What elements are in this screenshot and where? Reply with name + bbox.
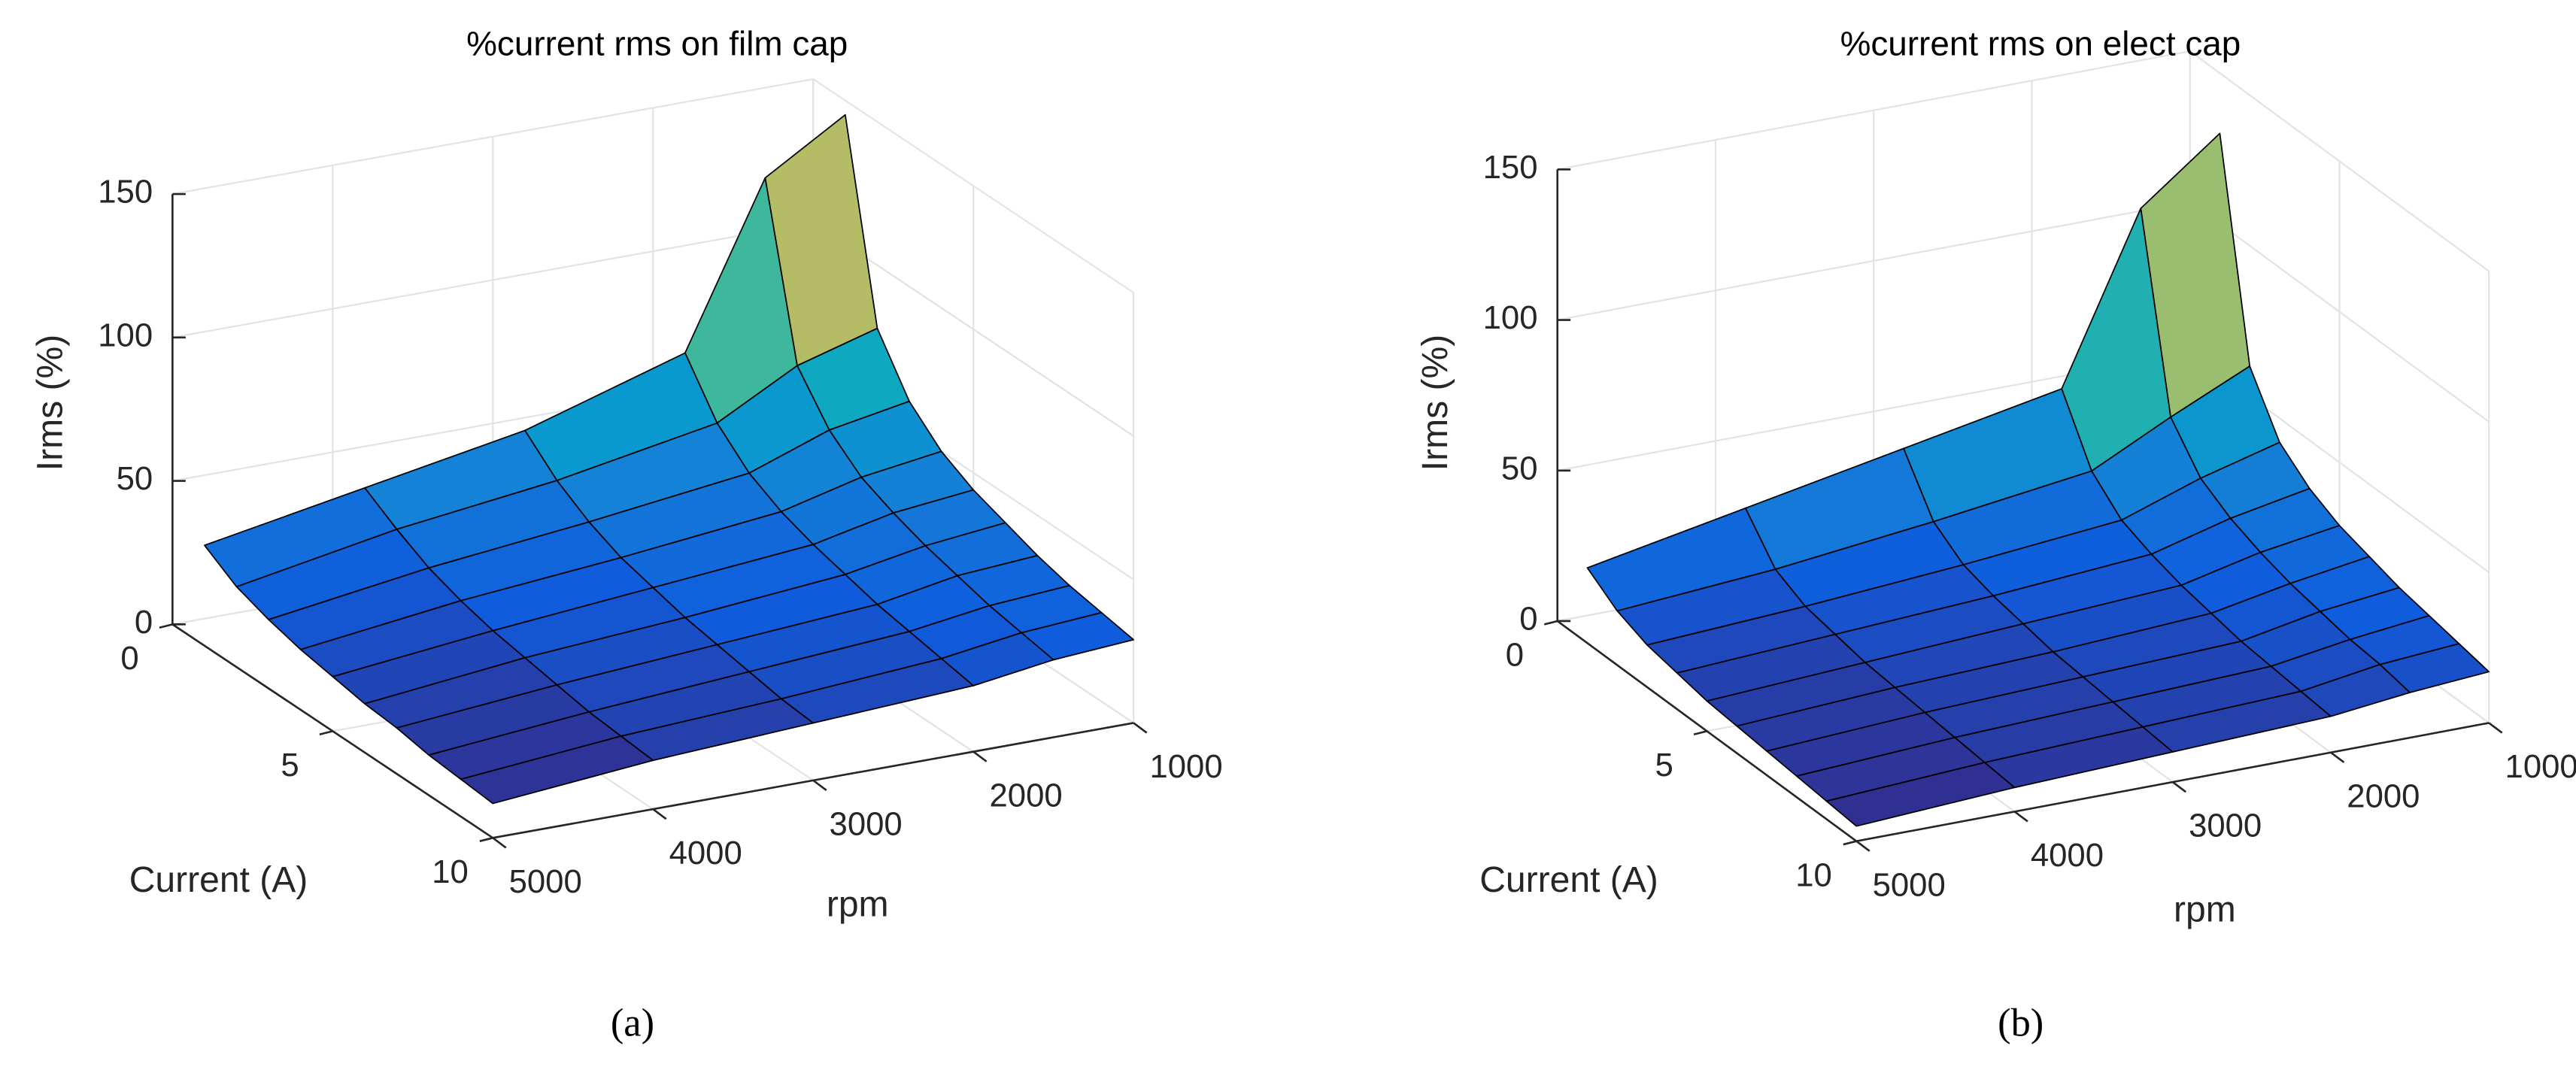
tick-mark: [812, 779, 827, 792]
surface-face: [460, 735, 654, 805]
surface-face: [1825, 762, 2016, 827]
y-tick-label: 10: [432, 853, 469, 890]
tick-mark: [492, 837, 507, 849]
subfigure-label: (b): [1998, 1002, 2044, 1045]
tick-mark: [2330, 751, 2345, 763]
grid-line: [1557, 201, 2190, 321]
grid-line: [172, 78, 814, 196]
grid-line: [172, 221, 814, 338]
z-tick-label: 50: [117, 460, 153, 497]
y-tick-label: 10: [1795, 856, 1832, 893]
z-tick-label: 0: [1519, 601, 1537, 638]
tick-mark: [1843, 840, 1857, 846]
y-tick-label: 5: [1655, 747, 1673, 784]
x-tick-label: 3000: [830, 806, 903, 843]
grid-line: [2189, 50, 2490, 272]
x-tick-label: 5000: [1873, 866, 1946, 903]
x-tick-label: 5000: [509, 863, 582, 900]
y-tick-label: 0: [120, 640, 138, 677]
z-tick-label: 0: [135, 604, 153, 641]
x-axis: [493, 722, 1134, 839]
tick-mark: [159, 623, 173, 629]
x-tick-label: 2000: [2347, 777, 2420, 814]
z-tick-label: 50: [1501, 450, 1538, 486]
chart-title: %current rms on film cap: [466, 24, 848, 63]
y-tick-label: 0: [1506, 637, 1524, 674]
tick-mark: [1543, 620, 1558, 626]
chart-title: %current rms on elect cap: [1840, 24, 2241, 63]
tick-mark: [2171, 781, 2187, 793]
tick-mark: [1855, 840, 1871, 852]
x-tick-label: 1000: [2505, 748, 2576, 785]
subfigure-label: (a): [611, 1002, 654, 1045]
y-axis-label: Current (A): [129, 860, 308, 900]
tick-mark: [2013, 811, 2028, 823]
tick-mark: [652, 808, 667, 820]
grid-line: [812, 78, 1134, 294]
grid-line: [2189, 201, 2490, 423]
grid-line: [1557, 50, 2190, 171]
x-axis-label: rpm: [827, 885, 889, 925]
tick-mark: [479, 837, 493, 842]
z-tick-label: 150: [98, 174, 153, 211]
tick-mark: [2488, 722, 2503, 734]
x-tick-label: 1000: [1149, 748, 1222, 785]
x-tick-label: 4000: [669, 835, 742, 871]
z-tick-label: 150: [1483, 149, 1538, 186]
z-axis-label: Irms (%): [31, 335, 71, 471]
z-tick-label: 100: [1483, 299, 1538, 336]
z-tick-label: 100: [98, 317, 153, 353]
y-axis-label: Current (A): [1479, 860, 1658, 900]
x-tick-label: 3000: [2189, 808, 2262, 844]
x-tick-label: 2000: [990, 777, 1063, 814]
tick-mark: [972, 750, 988, 762]
tick-mark: [1693, 730, 1707, 735]
tick-mark: [1133, 722, 1148, 734]
z-axis-label: Irms (%): [1415, 335, 1455, 471]
x-axis-label: rpm: [2174, 890, 2236, 929]
tick-mark: [319, 730, 333, 735]
y-tick-label: 5: [281, 747, 299, 784]
x-tick-label: 4000: [2031, 837, 2104, 874]
